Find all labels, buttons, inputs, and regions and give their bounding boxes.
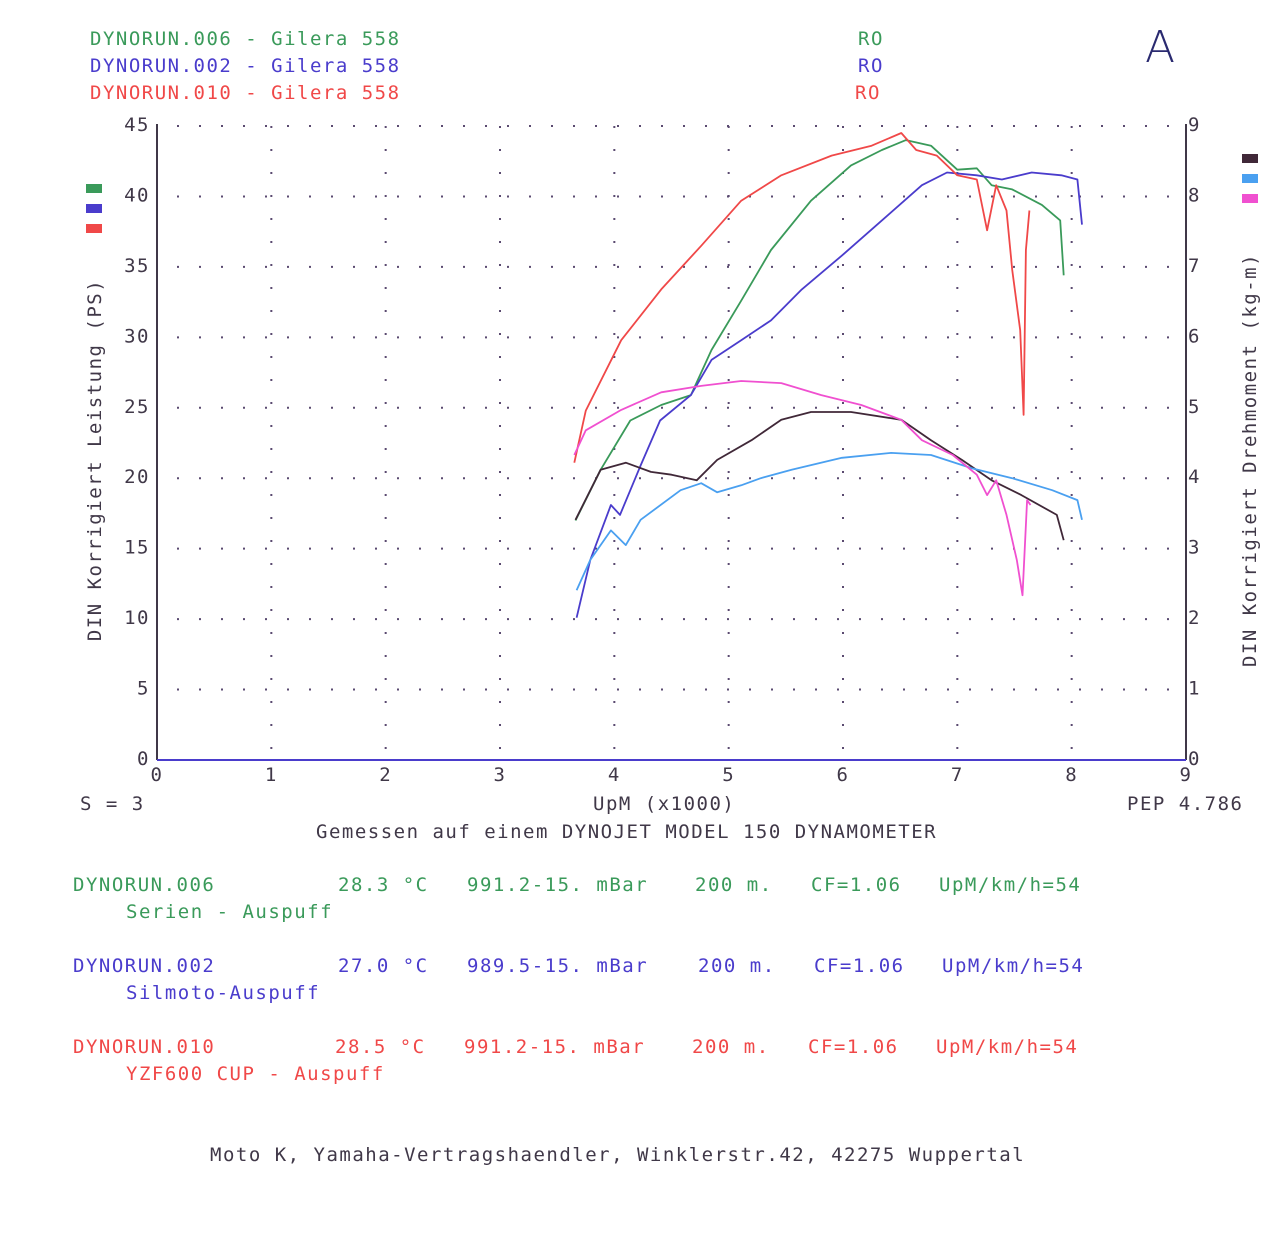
y2-tick-label: 5 — [1188, 396, 1201, 418]
run-label-002: DYNORUN.002 - Gilera 558 — [90, 55, 401, 77]
power-line-dynorun-002 — [575, 171, 1083, 618]
run-details: DYNORUN.006 28.3 °C 991.2-15. mBar 200 m… — [73, 874, 1084, 1085]
y-tick-label: 40 — [124, 184, 150, 206]
legend-swatch-002-power — [86, 204, 102, 213]
axes — [156, 124, 1187, 761]
run-pressure: 991.2-15. mBar — [467, 874, 648, 896]
run-temp: 27.0 °C — [338, 955, 429, 977]
y-tick-label: 20 — [124, 466, 150, 488]
run-ratio: UpM/km/h=54 — [936, 1036, 1078, 1058]
x-tick-label: 9 — [1180, 764, 1193, 786]
legend-swatch-010-power — [86, 224, 102, 233]
run-name: DYNORUN.010 — [73, 1036, 215, 1058]
y-tick-label: 35 — [124, 255, 150, 277]
series-lines — [573, 132, 1083, 618]
legend-swatch-010-torque — [1242, 194, 1258, 203]
run-altitude: 200 m. — [698, 955, 776, 977]
x-tick-label: 6 — [837, 764, 850, 786]
handwritten-mark: A — [1145, 22, 1177, 73]
x-tick-label: 0 — [151, 764, 164, 786]
x-tick-label: 1 — [265, 764, 278, 786]
smoothing-label: S = 3 — [80, 793, 145, 815]
dyno-caption: Gemessen auf einem DYNOJET MODEL 150 DYN… — [316, 821, 937, 843]
y2-tick-label: 7 — [1188, 255, 1201, 277]
y2-tick-label: 1 — [1188, 678, 1201, 700]
run-cf: CF=1.06 — [808, 1036, 899, 1058]
y2-tick-label: 8 — [1188, 184, 1201, 206]
run-name: DYNORUN.002 — [73, 955, 215, 977]
run-altitude: 200 m. — [692, 1036, 770, 1058]
power-line-dynorun-006 — [574, 139, 1065, 521]
run-label-006: DYNORUN.006 - Gilera 558 — [90, 28, 401, 50]
y-tick-label: 30 — [124, 325, 150, 347]
y2-tick-label: 6 — [1188, 325, 1201, 347]
run-code-006: RO — [858, 28, 884, 50]
y2-tick-label: 2 — [1188, 607, 1201, 629]
y-tick-label: 15 — [124, 537, 150, 559]
x-tick-label: 3 — [494, 764, 507, 786]
run-detail-010: DYNORUN.010 28.5 °C 991.2-15. mBar 200 m… — [73, 1036, 1078, 1085]
run-cf: CF=1.06 — [811, 874, 902, 896]
run-code-002: RO — [858, 55, 884, 77]
y-tick-label: 45 — [124, 114, 150, 136]
torque-line-dynorun-010 — [573, 380, 1032, 597]
run-temp: 28.3 °C — [338, 874, 429, 896]
x-axis-label: UpM (x1000) — [593, 793, 735, 815]
power-line-dynorun-010 — [573, 132, 1031, 463]
run-pressure: 989.5-15. mBar — [467, 955, 648, 977]
y2-axis-label: DIN Korrigiert Drehmoment (kg-m) — [1239, 253, 1261, 667]
run-cf: CF=1.06 — [814, 955, 905, 977]
legend-swatch-006-power — [86, 184, 102, 193]
torque-line-dynorun-006 — [574, 411, 1065, 541]
run-detail-002: DYNORUN.002 27.0 °C 989.5-15. mBar 200 m… — [73, 955, 1084, 1004]
run-description: Serien - Auspuff — [126, 901, 333, 923]
legend-swatch-006-torque — [1242, 154, 1258, 163]
y-tick-label: 5 — [137, 678, 150, 700]
legend-swatches — [86, 154, 1258, 233]
y-tick-label: 0 — [137, 748, 150, 770]
y2-tick-label: 3 — [1188, 537, 1201, 559]
run-altitude: 200 m. — [695, 874, 773, 896]
dealer-address: Moto K, Yamaha-Vertragshaendler, Winkler… — [210, 1144, 1025, 1166]
y2-tick-label: 0 — [1188, 748, 1201, 770]
legend-swatch-002-torque — [1242, 174, 1258, 183]
run-code-010: RO — [855, 82, 881, 104]
y2-tick-label: 9 — [1188, 114, 1201, 136]
y-tick-label: 10 — [124, 607, 150, 629]
pep-label: PEP 4.786 — [1127, 793, 1243, 815]
y-tick-label: 25 — [124, 396, 150, 418]
run-description: YZF600 CUP - Auspuff — [126, 1063, 385, 1085]
run-name: DYNORUN.006 — [73, 874, 215, 896]
run-detail-006: DYNORUN.006 28.3 °C 991.2-15. mBar 200 m… — [73, 874, 1081, 923]
header-legend: DYNORUN.006 - Gilera 558 RO DYNORUN.002 … — [90, 22, 1177, 104]
run-description: Silmoto-Auspuff — [126, 982, 320, 1004]
x-tick-label: 5 — [722, 764, 735, 786]
run-ratio: UpM/km/h=54 — [942, 955, 1084, 977]
run-ratio: UpM/km/h=54 — [939, 874, 1081, 896]
x-tick-label: 4 — [608, 764, 621, 786]
x-tick-label: 8 — [1065, 764, 1078, 786]
torque-line-dynorun-002 — [575, 451, 1083, 591]
run-pressure: 991.2-15. mBar — [464, 1036, 645, 1058]
x-tick-label: 7 — [951, 764, 964, 786]
grid — [177, 125, 1186, 760]
run-temp: 28.5 °C — [335, 1036, 426, 1058]
y-axis-label: DIN Korrigiert Leistung (PS) — [84, 279, 106, 641]
run-label-010: DYNORUN.010 - Gilera 558 — [90, 82, 401, 104]
y2-tick-label: 4 — [1188, 466, 1201, 488]
x-tick-label: 2 — [379, 764, 392, 786]
